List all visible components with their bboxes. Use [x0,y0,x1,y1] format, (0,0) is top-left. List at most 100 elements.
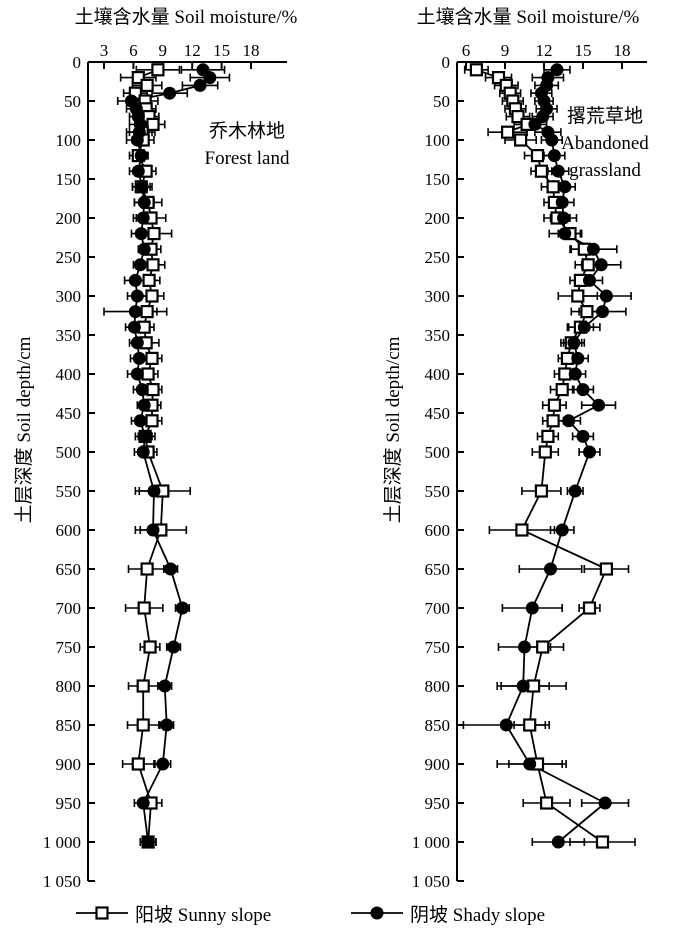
sunny-slope-marker [555,383,569,397]
shady-slope-marker [135,383,149,397]
sunny-slope-marker [131,757,145,771]
y-tick-label: 700 [56,599,82,618]
shady-slope-marker [163,86,177,100]
shady-slope-marker [583,273,596,287]
sunny-slope-marker [469,63,483,77]
shady-slope-marker [136,445,150,459]
shady-slope-marker [555,195,569,209]
y-tick-label: 200 [56,209,82,228]
shady-slope-marker [133,414,147,428]
sunny-slope-marker [526,679,541,693]
y-tick-label: 900 [425,755,451,774]
shady-slope-marker [568,484,582,498]
shady-slope-marker [576,383,590,397]
shady-slope-marker [175,601,189,615]
shady-slope-marker [127,320,141,334]
shady-slope-marker [141,835,155,849]
sunny-slope-marker [571,289,585,303]
panel-label-forest: 乔木林地 Forest land [162,118,332,172]
x-tick-label: 15 [213,41,230,60]
shady-slope-legend-marker [351,906,403,920]
y-tick-label: 250 [56,248,82,267]
shady-slope-marker [203,71,217,85]
y-tick-label: 850 [425,716,451,735]
shady-slope-marker [516,679,530,693]
y-tick-label: 950 [425,794,451,813]
shady-slope-marker [555,523,569,537]
x-tick-label: 3 [100,41,109,60]
sunny-slope-marker [558,367,572,381]
shady-slope-marker [147,484,161,498]
shady-slope-marker [592,398,606,412]
sunny-slope-marker [534,484,549,498]
shady-slope-marker [551,835,565,849]
shady-slope-marker [544,562,557,576]
shady-slope-marker [128,305,142,319]
sunny-slope-marker [560,351,575,365]
panel-label-grassland-zh: 撂荒草地 [566,106,643,127]
x-tick-label: 6 [462,41,471,60]
panel-label-forest-zh: 乔木林地 [208,121,285,142]
shady-slope-marker [586,242,600,256]
sunny-slope-marker [582,601,597,615]
shady-slope-marker [136,211,150,225]
shady-slope-marker [599,289,613,303]
x-tick-label: 9 [159,41,168,60]
y-tick-label: 500 [56,443,82,462]
y-tick-label: 150 [425,170,451,189]
sunny-slope-marker [536,640,550,654]
shady-slope-marker [136,796,150,810]
sunny-slope-marker [491,70,506,85]
shady-slope-marker [583,445,596,459]
shady-slope-marker [132,351,146,365]
shady-slope-marker [571,351,585,365]
shady-slope-marker [135,180,149,194]
y-tick-label: 650 [425,560,451,579]
sunny-slope-marker [534,164,549,178]
shady-slope-marker [158,679,172,693]
panel-label-grassland: 撂荒草地 Abandoned grassland [520,103,690,184]
sunny-slope-legend-marker [76,906,128,920]
y-tick-label: 1 000 [43,833,81,852]
shady-slope-marker [596,305,609,319]
x-tick-label: 18 [614,41,631,60]
sunny-slope-marker [145,289,159,303]
shady-slope-marker [156,757,170,771]
panel-label-forest-en: Forest land [204,148,290,169]
y-tick-label: 450 [425,404,451,423]
sunny-slope-marker [539,796,554,810]
sunny-slope-marker [147,227,161,241]
y-axis-title-left: 土层深度 Soil depth/cm [14,336,35,524]
x-tick-label: 12 [184,41,201,60]
x-axis-title-left: 土壤含水量 Soil moisture/% [74,7,298,28]
y-tick-label: 650 [56,560,82,579]
shady-slope-marker [133,258,147,272]
shady-slope-marker [518,640,531,654]
shady-slope-marker [130,336,144,350]
sunny-slope-marker [145,414,159,428]
y-tick-label: 0 [73,53,82,72]
shady-slope-marker [164,562,178,576]
y-tick-label: 150 [56,170,82,189]
y-tick-label: 300 [425,287,451,306]
y-tick-label: 750 [56,638,82,657]
shady-slope-marker [523,757,537,771]
sunny-slope-marker [146,258,160,272]
shady-slope-marker [545,133,559,147]
y-tick-label: 350 [56,326,82,345]
y-tick-label: 550 [425,482,451,501]
shady-slope-marker [167,640,181,654]
sunny-slope-marker [595,835,610,849]
sunny-slope-marker [140,78,154,93]
shady-slope-marker [137,242,151,256]
sunny-slope-marker [136,718,150,732]
y-tick-label: 900 [56,755,82,774]
shady-slope-marker [128,273,142,287]
y-tick-label: 400 [56,365,82,384]
shady-slope-marker [499,718,513,732]
sunny-slope-marker [137,601,151,615]
y-tick-label: 600 [56,521,82,540]
shady-slope-marker [134,227,148,241]
y-tick-label: 250 [425,248,451,267]
